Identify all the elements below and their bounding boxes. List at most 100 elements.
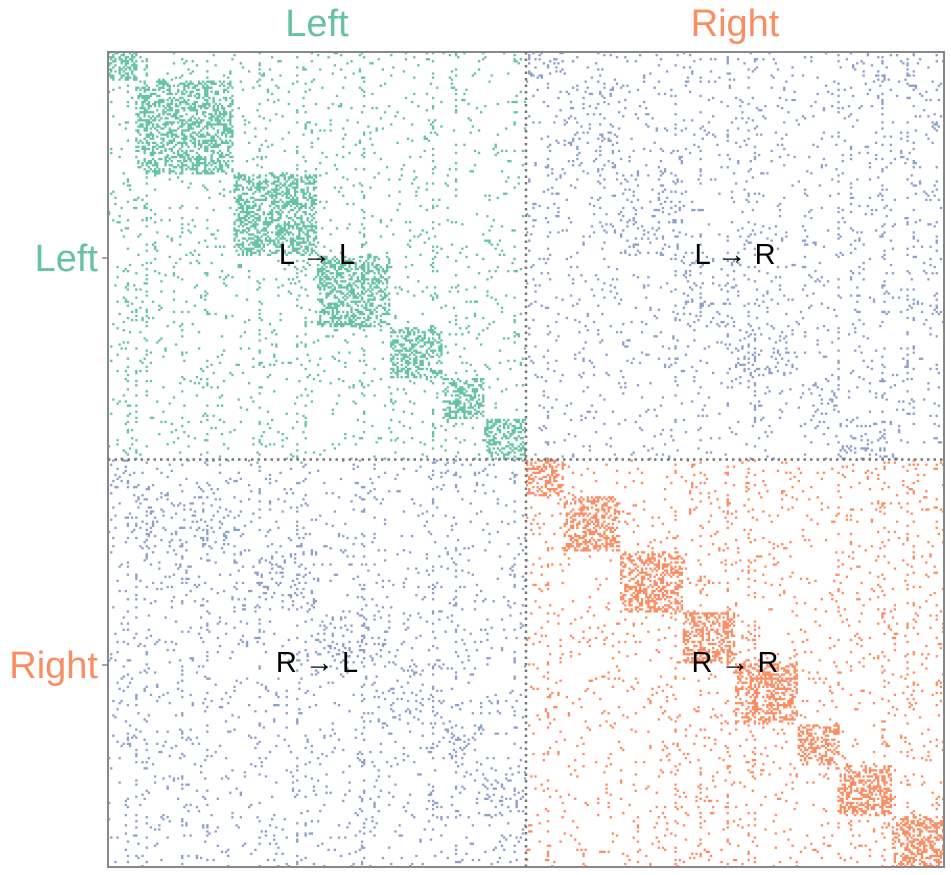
dot-left-to-left (337, 259, 341, 263)
dot-left-to-left (329, 259, 332, 263)
dot-left-to-left (239, 347, 242, 350)
dot-left-to-left (231, 373, 234, 377)
dot-left-to-left (310, 249, 313, 252)
dot-left-to-left (258, 149, 261, 153)
dot-left-to-left (417, 329, 420, 332)
dot-left-to-right (559, 70, 562, 73)
dot-left-to-left (312, 186, 316, 189)
dot-left-to-left (306, 261, 309, 265)
dot-left-to-left (319, 162, 322, 165)
dot-left-to-left (377, 282, 380, 285)
dot-left-to-left (245, 219, 249, 222)
dot-left-to-left (325, 274, 328, 277)
dot-left-to-left (208, 162, 211, 165)
dot-left-to-left (331, 265, 334, 269)
dot-left-to-left (166, 98, 169, 102)
dot-left-to-left (360, 268, 364, 271)
dot-left-to-left (396, 437, 399, 440)
dot-left-to-left (477, 402, 481, 405)
dot-left-to-left (143, 337, 146, 340)
dot-left-to-left (177, 105, 180, 108)
dot-left-to-left (300, 306, 303, 309)
dot-left-to-right (528, 70, 531, 73)
dot-left-to-left (195, 259, 199, 263)
dot-left-to-left (515, 94, 518, 98)
dot-left-to-left (415, 194, 418, 197)
dot-left-to-left (164, 149, 167, 153)
dot-left-to-right (885, 66, 888, 69)
dot-left-to-left (166, 153, 169, 157)
dot-left-to-left (281, 259, 284, 263)
dot-left-to-left (193, 105, 196, 108)
dot-left-to-right (839, 66, 842, 69)
dot-left-to-left (258, 312, 261, 316)
dot-left-to-right (613, 166, 617, 169)
dot-left-to-right (795, 119, 798, 122)
dot-left-to-left (287, 227, 290, 230)
dot-left-to-left (185, 164, 188, 167)
dot-left-to-left (174, 166, 178, 169)
dot-left-to-left (450, 410, 454, 413)
dot-left-to-left (181, 121, 184, 124)
dot-left-to-left (258, 439, 261, 442)
dot-left-to-left (494, 441, 497, 444)
dot-left-to-left (197, 117, 201, 120)
dot-left-to-left (220, 164, 224, 167)
dot-left-to-left (344, 263, 347, 267)
dot-left-to-left (513, 270, 516, 273)
dot-left-to-left (108, 210, 111, 214)
dot-left-to-left (248, 318, 251, 322)
dot-left-to-left (273, 243, 276, 246)
dot-left-to-left (222, 74, 226, 77)
dot-left-to-left (444, 414, 447, 417)
dot-left-to-left (225, 113, 228, 116)
dot-left-to-left (273, 198, 276, 201)
dot-left-to-right (599, 182, 602, 185)
dot-left-to-left (331, 272, 334, 275)
dot-left-to-left (335, 323, 339, 326)
dot-left-to-left (463, 347, 466, 350)
dot-left-to-left (262, 213, 265, 216)
dot-left-to-right (645, 113, 648, 116)
dot-left-to-right (849, 113, 853, 116)
dot-left-to-left (360, 437, 364, 440)
dot-left-to-left (187, 420, 190, 424)
dot-left-to-left (296, 259, 299, 263)
dot-left-to-left (112, 323, 115, 326)
dot-left-to-left (181, 123, 184, 126)
dot-left-to-left (440, 125, 443, 128)
dot-left-to-left (511, 100, 514, 104)
dot-left-to-right (735, 182, 738, 185)
dot-left-to-left (409, 221, 412, 224)
dot-left-to-right (672, 149, 675, 153)
dot-left-to-left (304, 174, 307, 177)
dot-left-to-right (728, 86, 731, 89)
dot-left-to-left (239, 210, 242, 214)
dot-left-to-left (126, 357, 130, 360)
dot-left-to-left (258, 441, 261, 444)
dot-left-to-right (551, 172, 554, 175)
dot-left-to-left (277, 231, 280, 234)
dot-left-to-left (480, 343, 483, 346)
dot-left-to-left (124, 400, 127, 403)
dot-left-to-left (448, 54, 451, 57)
dot-left-to-left (419, 335, 422, 338)
dot-left-to-left (375, 441, 378, 444)
dot-left-to-left (179, 172, 182, 175)
dot-left-to-left (222, 141, 226, 144)
dot-left-to-left (484, 428, 487, 432)
dot-left-to-left (287, 217, 290, 220)
dot-left-to-left (266, 422, 270, 426)
dot-left-to-left (191, 253, 194, 256)
dot-left-to-left (174, 129, 178, 132)
dot-left-to-left (179, 235, 182, 238)
dot-left-to-left (154, 221, 157, 224)
dot-left-to-left (229, 119, 232, 122)
dot-left-to-left (454, 390, 458, 393)
dot-left-to-left (254, 213, 257, 216)
dot-left-to-left (373, 278, 376, 281)
dot-left-to-left (191, 135, 194, 138)
dot-left-to-left (396, 111, 399, 114)
dot-left-to-left (302, 194, 305, 197)
dot-left-to-left (210, 115, 213, 118)
